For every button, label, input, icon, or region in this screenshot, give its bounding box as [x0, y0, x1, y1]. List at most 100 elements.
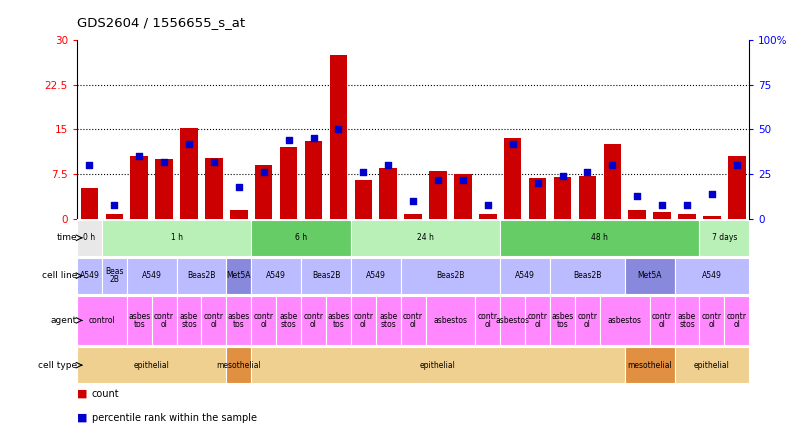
- Bar: [654, 212, 671, 219]
- Bar: [77, 220, 102, 256]
- Text: Met5A: Met5A: [227, 271, 251, 280]
- Bar: [77, 347, 226, 383]
- Point: [307, 135, 320, 142]
- Text: contr
ol: contr ol: [527, 312, 548, 329]
- Bar: [629, 210, 646, 219]
- Text: asbe
stos: asbe stos: [678, 312, 696, 329]
- Text: 48 h: 48 h: [591, 233, 608, 242]
- Bar: [724, 296, 749, 345]
- Text: contr
ol: contr ol: [578, 312, 598, 329]
- Bar: [501, 258, 550, 294]
- Text: Beas
2B: Beas 2B: [105, 267, 124, 284]
- Bar: [700, 220, 749, 256]
- Bar: [355, 180, 372, 219]
- Bar: [102, 220, 251, 256]
- Text: 24 h: 24 h: [417, 233, 434, 242]
- Point: [706, 190, 718, 198]
- Text: asbestos: asbestos: [608, 316, 642, 325]
- Text: asbe
stos: asbe stos: [180, 312, 198, 329]
- Bar: [251, 220, 351, 256]
- Bar: [404, 214, 422, 219]
- Bar: [600, 296, 650, 345]
- Bar: [255, 165, 272, 219]
- Text: contr
ol: contr ol: [727, 312, 747, 329]
- Text: Beas2B: Beas2B: [312, 271, 340, 280]
- Text: asbes
tos: asbes tos: [552, 312, 573, 329]
- Text: A549: A549: [702, 271, 722, 280]
- Text: asbestos: asbestos: [496, 316, 530, 325]
- Text: contr
ol: contr ol: [478, 312, 498, 329]
- Text: asbestos: asbestos: [433, 316, 467, 325]
- Text: Beas2B: Beas2B: [187, 271, 215, 280]
- Point: [332, 126, 345, 133]
- Point: [432, 176, 445, 183]
- Text: 6 h: 6 h: [295, 233, 307, 242]
- Text: contr
ol: contr ol: [304, 312, 323, 329]
- Bar: [177, 296, 202, 345]
- Point: [182, 140, 195, 147]
- Point: [531, 179, 544, 186]
- Bar: [728, 156, 745, 219]
- Bar: [251, 296, 276, 345]
- Text: A549: A549: [515, 271, 535, 280]
- Text: 0 h: 0 h: [83, 233, 96, 242]
- Point: [481, 201, 494, 208]
- Bar: [379, 168, 397, 219]
- Bar: [251, 347, 625, 383]
- Text: Beas2B: Beas2B: [437, 271, 465, 280]
- Bar: [301, 258, 351, 294]
- Text: A549: A549: [266, 271, 286, 280]
- Bar: [504, 139, 522, 219]
- Bar: [351, 296, 376, 345]
- Bar: [501, 296, 525, 345]
- Text: A549: A549: [79, 271, 100, 280]
- Bar: [675, 258, 749, 294]
- Text: control: control: [88, 316, 115, 325]
- Bar: [130, 156, 148, 219]
- Text: mesothelial: mesothelial: [627, 361, 672, 370]
- Bar: [475, 296, 501, 345]
- Point: [108, 201, 121, 208]
- Bar: [425, 296, 475, 345]
- Point: [407, 198, 420, 205]
- Text: 7 days: 7 days: [712, 233, 737, 242]
- Text: percentile rank within the sample: percentile rank within the sample: [92, 413, 257, 423]
- Point: [606, 162, 619, 169]
- Bar: [280, 147, 297, 219]
- Bar: [202, 296, 226, 345]
- Bar: [625, 347, 675, 383]
- Bar: [554, 177, 571, 219]
- Text: contr
ol: contr ol: [652, 312, 672, 329]
- Bar: [501, 220, 700, 256]
- Point: [456, 176, 469, 183]
- Text: contr
ol: contr ol: [204, 312, 224, 329]
- Text: A549: A549: [366, 271, 386, 280]
- Text: epithelial: epithelial: [694, 361, 730, 370]
- Bar: [351, 258, 401, 294]
- Point: [581, 169, 594, 176]
- Bar: [330, 55, 347, 219]
- Bar: [625, 258, 675, 294]
- Bar: [578, 176, 596, 219]
- Bar: [603, 144, 621, 219]
- Bar: [675, 347, 749, 383]
- Text: asbes
tos: asbes tos: [327, 312, 350, 329]
- Point: [631, 192, 644, 199]
- Bar: [226, 258, 251, 294]
- Point: [655, 201, 668, 208]
- Text: GDS2604 / 1556655_s_at: GDS2604 / 1556655_s_at: [77, 16, 245, 29]
- Bar: [205, 158, 223, 219]
- Bar: [675, 296, 700, 345]
- Bar: [326, 296, 351, 345]
- Bar: [678, 214, 696, 219]
- Bar: [703, 216, 721, 219]
- Bar: [301, 296, 326, 345]
- Point: [232, 183, 245, 190]
- Bar: [226, 296, 251, 345]
- Point: [258, 169, 271, 176]
- Text: ■: ■: [77, 413, 87, 423]
- Text: count: count: [92, 388, 119, 399]
- Text: asbes
tos: asbes tos: [228, 312, 250, 329]
- Text: asbe
stos: asbe stos: [379, 312, 398, 329]
- Bar: [81, 188, 98, 219]
